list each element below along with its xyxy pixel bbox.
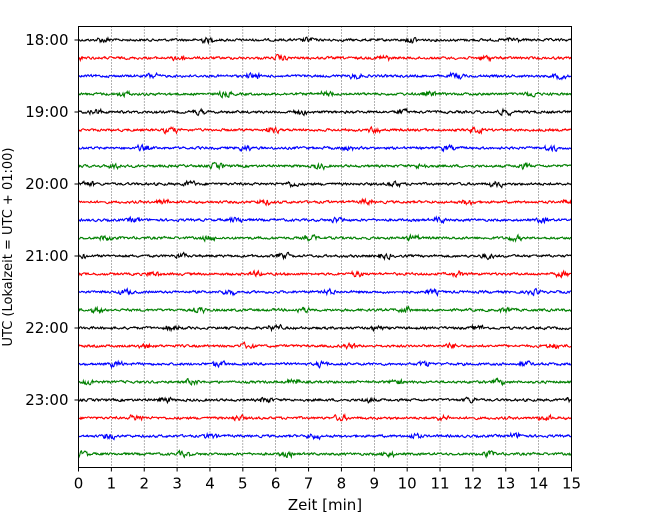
x-tick-label: 3	[172, 475, 182, 493]
x-tick-label: 7	[304, 475, 314, 493]
x-tick-label: 13	[496, 475, 515, 493]
x-tick-label: 5	[238, 475, 248, 493]
x-tick-label: 10	[398, 475, 417, 493]
y-tick-label: 19:00	[25, 103, 68, 121]
x-tick-label: 6	[271, 475, 281, 493]
trace-2045	[78, 233, 572, 243]
trace-1900	[78, 107, 572, 117]
x-tick-label: 1	[107, 475, 117, 493]
x-tick-label: 2	[139, 475, 149, 493]
x-axis: 0 1 2 3 4 5 6 7 8 9 10 11 12 13 14 15	[74, 467, 581, 493]
x-tick-label: 4	[205, 475, 215, 493]
trace-2300	[78, 396, 573, 405]
y-tick-label: 22:00	[25, 319, 68, 337]
y-axis: 18:00 19:00 20:00 21:00 22:00 23:00	[25, 31, 79, 409]
trace-1830	[78, 71, 572, 81]
trace-2330	[78, 431, 572, 441]
x-tick-label: 14	[529, 475, 548, 493]
trace-2230	[78, 359, 572, 370]
y-axis-label: UTC (Lokalzeit = UTC + 01:00)	[1, 148, 16, 347]
trace-2015	[78, 197, 573, 207]
x-tick-label: 9	[370, 475, 380, 493]
trace-2100	[77, 251, 572, 261]
trace-1915	[78, 125, 572, 135]
trace-2345	[77, 449, 572, 460]
trace-1815	[77, 53, 572, 63]
y-tick-label: 20:00	[25, 175, 68, 193]
trace-2145	[78, 305, 572, 315]
trace-2215	[78, 341, 572, 350]
y-tick-label: 18:00	[25, 31, 68, 49]
x-tick-label: 8	[337, 475, 347, 493]
x-tick-label: 0	[74, 475, 84, 493]
trace-1800	[78, 36, 572, 45]
trace-2130	[78, 287, 572, 297]
trace-1845	[78, 89, 572, 99]
x-tick-label: 15	[562, 475, 581, 493]
plot-frame	[78, 26, 572, 468]
trace-2115	[78, 269, 572, 279]
trace-group	[77, 36, 573, 460]
trace-2245	[78, 377, 572, 387]
trace-1930	[78, 143, 572, 153]
trace-2315	[78, 412, 572, 422]
x-tick-label: 12	[463, 475, 482, 493]
trace-2000	[78, 179, 572, 189]
trace-2200	[78, 323, 572, 333]
y-tick-label: 21:00	[25, 247, 68, 265]
trace-1945	[78, 161, 572, 171]
x-tick-label: 11	[430, 475, 449, 493]
y-tick-label: 23:00	[25, 391, 68, 409]
x-axis-label: Zeit [min]	[288, 496, 362, 514]
trace-2030	[78, 215, 573, 225]
